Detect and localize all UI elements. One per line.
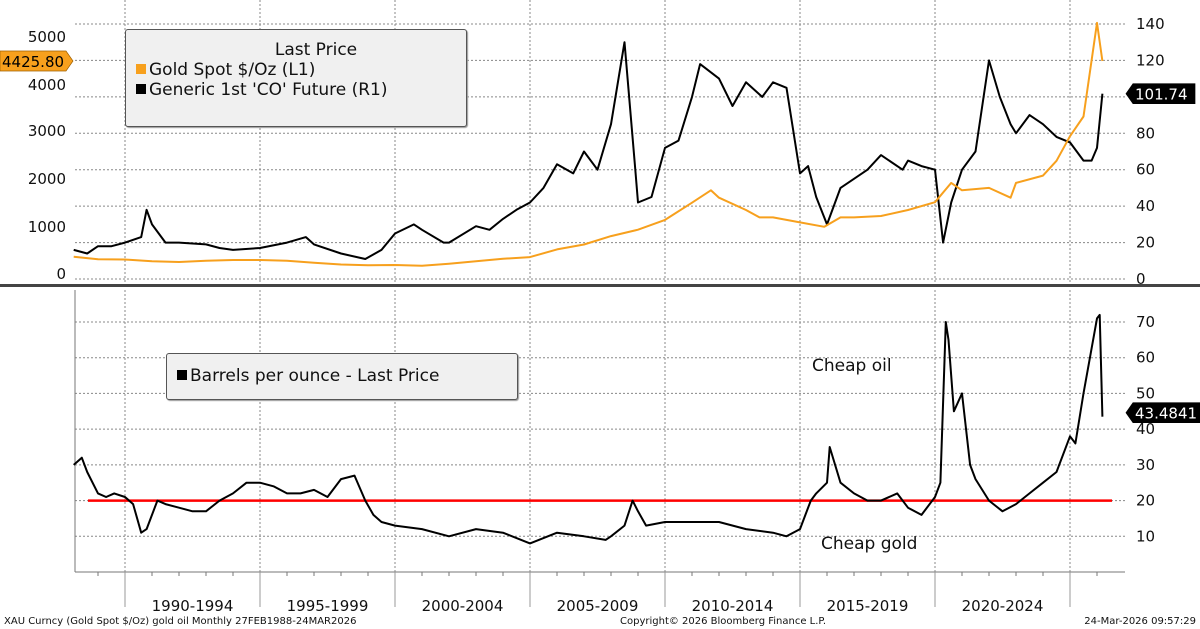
right-tick-label: 120 — [1136, 51, 1165, 69]
period-label: 2005-2009 — [557, 597, 639, 615]
footer-copyright: Copyright© 2026 Bloomberg Finance L.P. — [620, 616, 826, 627]
period-label: 2010-2014 — [692, 597, 774, 615]
oil-last-value-label-bg — [1125, 83, 1196, 105]
period-label: 2020-2024 — [962, 597, 1044, 615]
upper-gridlines — [0, 23, 1200, 287]
ratio-last-value-label: 43.4841 — [1125, 402, 1200, 424]
upper-legend: Last Price Gold Spot $/Oz (L1) Generic 1… — [125, 29, 467, 127]
left-tick-label: 4000 — [28, 76, 66, 94]
lower-tick-label: 20 — [1136, 492, 1155, 510]
right-tick-label: 20 — [1136, 234, 1155, 252]
upper-left-axis: 0 1000 2000 3000 4000 5000 — [28, 28, 66, 283]
lower-tick-label: 70 — [1136, 313, 1155, 331]
lower-tick-label: 40 — [1136, 420, 1155, 438]
oil-last-value-label-text: 101.74 — [1135, 86, 1188, 104]
legend-label-oil: Generic 1st 'CO' Future (R1) — [149, 80, 388, 100]
footer-source: XAU Curncy (Gold Spot $/Oz) gold oil Mon… — [4, 616, 356, 627]
ratio-last-value-label-text: 43.4841 — [1135, 405, 1197, 423]
lower-legend: Barrels per ounce - Last Price — [166, 353, 518, 400]
period-dividers — [124, 0, 1071, 607]
left-tick-label: 2000 — [28, 170, 66, 188]
left-tick-label: 3000 — [28, 122, 66, 140]
oil-price-line — [73, 41, 1104, 260]
oil-swatch-icon — [136, 84, 146, 94]
last-value-labels: 4425.80 101.74 43.4841 — [0, 50, 1200, 424]
right-tick-label: 40 — [1136, 197, 1155, 215]
upper-series — [73, 21, 1104, 267]
legend-label-gold: Gold Spot $/Oz (L1) — [149, 60, 316, 80]
period-labels: 1990-1994 1995-1999 2000-2004 2005-2009 2010… — [152, 597, 1044, 615]
gold-last-value-label-text: 4425.80 — [2, 53, 64, 71]
oil-last-value-label: 101.74 — [1125, 83, 1196, 105]
legend-entry-oil: Generic 1st 'CO' Future (R1) — [136, 80, 466, 100]
lower-tick-label: 10 — [1136, 527, 1155, 545]
left-tick-label: 1000 — [28, 218, 66, 236]
gold-price-line — [73, 21, 1104, 267]
legend-entry-gold: Gold Spot $/Oz (L1) — [136, 60, 466, 80]
ratio-last-value-label-bg — [1125, 402, 1200, 424]
lower-right-axis: 10 20 30 40 50 60 70 — [1136, 313, 1155, 545]
footer: XAU Curncy (Gold Spot $/Oz) gold oil Mon… — [4, 616, 1196, 627]
right-tick-label: 0 — [1136, 270, 1146, 288]
gold-swatch-icon — [136, 64, 146, 74]
annotation-cheap-gold: Cheap gold — [821, 534, 918, 554]
lower-tick-label: 60 — [1136, 349, 1155, 367]
annotation-cheap-oil: Cheap oil — [812, 356, 892, 376]
right-tick-label: 140 — [1136, 15, 1165, 33]
gold-last-value-label-bg — [0, 50, 74, 72]
period-label: 2000-2004 — [422, 597, 504, 615]
left-tick-label: 5000 — [28, 28, 66, 46]
lower-tick-label: 50 — [1136, 384, 1155, 402]
upper-legend-title: Last Price — [274, 40, 358, 60]
lower-gridlines — [74, 290, 1125, 576]
footer-timestamp: 24-Mar-2026 09:57:29 — [1084, 616, 1196, 627]
barrels-per-ounce-line — [73, 313, 1104, 545]
lower-tick-label: 30 — [1136, 456, 1155, 474]
gold-last-value-label: 4425.80 — [0, 50, 74, 72]
panel-separator — [0, 284, 1200, 287]
ratio-swatch-icon — [177, 370, 187, 380]
period-label: 1990-1994 — [152, 597, 234, 615]
left-tick-label: 0 — [56, 265, 66, 283]
upper-right-axis: 020406080100120140 — [1136, 15, 1165, 288]
period-label: 2015-2019 — [827, 597, 909, 615]
lower-series — [73, 313, 1104, 545]
legend-label-ratio: Barrels per ounce - Last Price — [190, 366, 440, 386]
right-tick-label: 80 — [1136, 124, 1155, 142]
right-tick-label: 60 — [1136, 161, 1155, 179]
period-label: 1995-1999 — [287, 597, 369, 615]
